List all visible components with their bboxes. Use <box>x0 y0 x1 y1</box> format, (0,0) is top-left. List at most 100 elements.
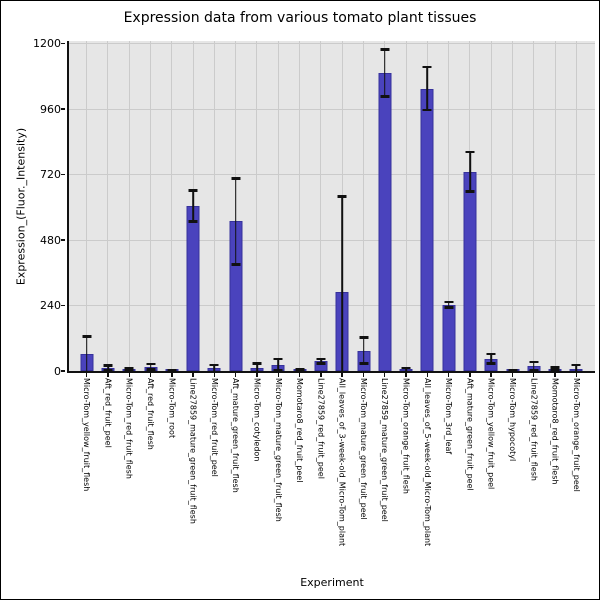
x-tick-label: Micro-Tom_yellow_fruit_flesh <box>82 378 92 492</box>
error-cap-top <box>337 195 347 198</box>
x-tick-mark <box>490 373 492 377</box>
error-cap-top <box>529 361 539 364</box>
bar <box>186 205 200 371</box>
x-tick-label: Line27859_mature_green_fruit_peel <box>380 378 390 522</box>
y-tick-mark <box>61 108 65 110</box>
bar-slot <box>417 41 438 371</box>
gridline-vertical <box>299 41 301 371</box>
x-tick-label: Micro-Tom_red_fruit_flesh <box>124 378 134 479</box>
gridline-vertical <box>362 41 364 371</box>
x-tick-label: Micro-Tom_cotyledon <box>252 378 262 462</box>
error-cap-top <box>508 368 518 372</box>
gridline-vertical <box>128 41 130 371</box>
x-tick-mark <box>426 373 428 377</box>
error-cap-bottom <box>188 220 198 223</box>
chart-title: Expression data from various tomato plan… <box>123 10 477 26</box>
y-axis-label: Expression_(Fluor._Intensity) <box>14 127 28 286</box>
error-bar <box>447 301 450 308</box>
error-cap-top <box>422 66 432 69</box>
gridline-vertical <box>320 41 322 371</box>
error-cap-top <box>167 368 177 372</box>
y-tick-label: 240 <box>40 299 61 312</box>
gridline-vertical <box>511 41 513 371</box>
bar-slot <box>332 41 353 371</box>
x-tick-mark <box>298 373 301 377</box>
error-cap-bottom <box>124 369 134 372</box>
error-bar <box>533 362 535 370</box>
error-cap-top <box>146 363 156 366</box>
gridline-vertical <box>533 41 535 371</box>
error-cap-top <box>209 363 219 366</box>
bar-slot <box>310 41 331 371</box>
gridline-horizontal <box>69 174 595 175</box>
x-tick-label: Micro-Tom_mature_green_fruit_flesh <box>273 378 283 522</box>
bar-slot <box>225 41 246 371</box>
error-cap-bottom <box>380 95 390 98</box>
x-tick-label: Micro-Tom_3rd_leaf <box>444 378 454 455</box>
y-tick-mark <box>61 370 65 372</box>
x-tick-mark <box>128 373 130 377</box>
error-cap-top <box>295 368 305 371</box>
error-cap-top <box>252 362 262 365</box>
gridline-vertical <box>554 41 556 371</box>
bar-slot <box>182 41 203 371</box>
error-cap-top <box>550 366 560 369</box>
error-bar <box>107 365 109 370</box>
gridline-horizontal <box>69 239 595 241</box>
bar-series <box>76 41 587 372</box>
y-tick-mark <box>61 304 65 307</box>
gridline-vertical <box>107 41 109 371</box>
error-bar <box>320 359 322 364</box>
gridline-vertical <box>256 41 258 371</box>
error-cap-bottom <box>359 362 368 365</box>
y-tick-mark <box>61 173 65 176</box>
gridline-vertical <box>213 41 215 371</box>
error-cap-bottom <box>465 190 475 193</box>
bar-slot <box>140 41 161 371</box>
y-tick-label: 0 <box>54 364 61 378</box>
x-tick-mark <box>256 373 258 377</box>
error-cap-top <box>82 335 92 338</box>
y-tick-label: 720 <box>40 168 61 181</box>
gridline-vertical <box>490 41 492 371</box>
x-tick-label: Momotaro8_red_fruit_peel <box>295 378 305 483</box>
x-tick-mark <box>213 373 216 377</box>
error-cap-bottom <box>550 368 560 372</box>
y-tick-label: 480 <box>40 233 61 247</box>
error-cap-bottom <box>529 368 539 372</box>
x-tick-label: Aft_mature_green_fruit_peel <box>465 378 475 491</box>
x-tick-label: Micro-Tom_red_fruit_peel <box>209 378 219 477</box>
bar-slot <box>161 41 182 372</box>
gridline-vertical <box>86 41 88 371</box>
error-cap-top <box>359 336 368 339</box>
error-bar <box>575 364 578 371</box>
x-tick-label: Micro-Tom_mature_green_fruit_peel <box>358 378 368 520</box>
x-tick-mark <box>447 373 450 377</box>
x-tick-mark <box>384 373 386 377</box>
x-tick-label: All_leaves_of_5-week-old_Micro-Tom_plant <box>422 378 432 547</box>
x-tick-label: Line27859_mature_green_fruit_flesh <box>188 378 198 524</box>
error-bar <box>192 190 194 222</box>
error-bar <box>362 337 365 364</box>
error-cap-top <box>401 366 411 370</box>
x-tick-mark <box>85 373 88 377</box>
x-tick-mark <box>533 373 535 377</box>
error-cap-top <box>571 363 581 366</box>
x-tick-mark <box>362 373 365 377</box>
x-tick-label: Line27859_red_fruit_peel <box>316 378 326 479</box>
gridline-vertical <box>575 41 577 371</box>
gridline-vertical <box>448 41 450 371</box>
bar <box>420 88 434 371</box>
bar-slot <box>523 41 544 372</box>
bar-slot <box>119 41 140 372</box>
bar-slot <box>545 41 566 372</box>
y-tick-mark <box>61 239 65 241</box>
x-tick-mark <box>320 373 322 377</box>
error-bar <box>277 359 280 371</box>
error-bar <box>341 196 343 371</box>
gridline-vertical <box>150 41 152 371</box>
bar-slot <box>374 41 395 371</box>
error-cap-top <box>231 177 241 180</box>
gridline-horizontal <box>69 43 595 44</box>
